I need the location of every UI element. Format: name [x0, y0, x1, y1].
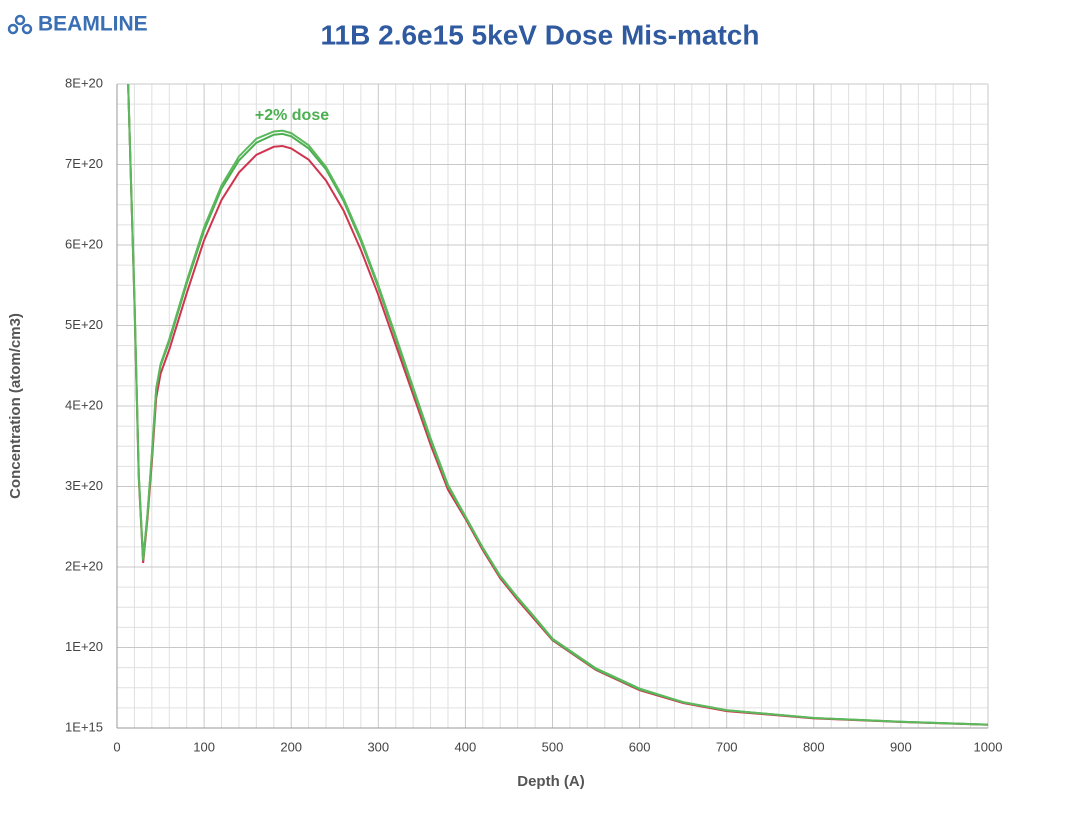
x-tick-label: 900 [890, 739, 912, 754]
annotation: +2% dose [255, 107, 329, 124]
x-tick-label: 1000 [974, 739, 1003, 754]
y-tick-label: 3E+20 [65, 478, 103, 493]
x-tick-label: 500 [542, 739, 564, 754]
y-tick-label: 1E+20 [65, 639, 103, 654]
y-tick-label: 4E+20 [65, 397, 103, 412]
y-tick-label: 1E+15 [65, 719, 103, 734]
chart-title: 11B 2.6e15 5keV Dose Mis-match [321, 19, 760, 50]
y-tick-label: 8E+20 [65, 75, 103, 90]
data-line [127, 84, 988, 726]
brand: BEAMLINE [38, 13, 148, 36]
y-axis-label: Concentration (atom/cm3) [7, 313, 24, 499]
x-tick-label: 200 [280, 739, 302, 754]
x-tick-label: 600 [629, 739, 651, 754]
logo [7, 14, 33, 35]
x-tick-label: 400 [455, 739, 477, 754]
x-tick-label: 700 [716, 739, 738, 754]
x-axis-label: Depth (A) [517, 773, 585, 790]
x-tick-label: 300 [367, 739, 389, 754]
x-tick-label: 800 [803, 739, 825, 754]
x-tick-label: 100 [193, 739, 215, 754]
y-tick-label: 6E+20 [65, 236, 103, 251]
y-tick-label: 5E+20 [65, 317, 103, 332]
y-tick-label: 7E+20 [65, 156, 103, 171]
y-tick-label: 2E+20 [65, 558, 103, 573]
x-tick-label: 0 [113, 739, 120, 754]
